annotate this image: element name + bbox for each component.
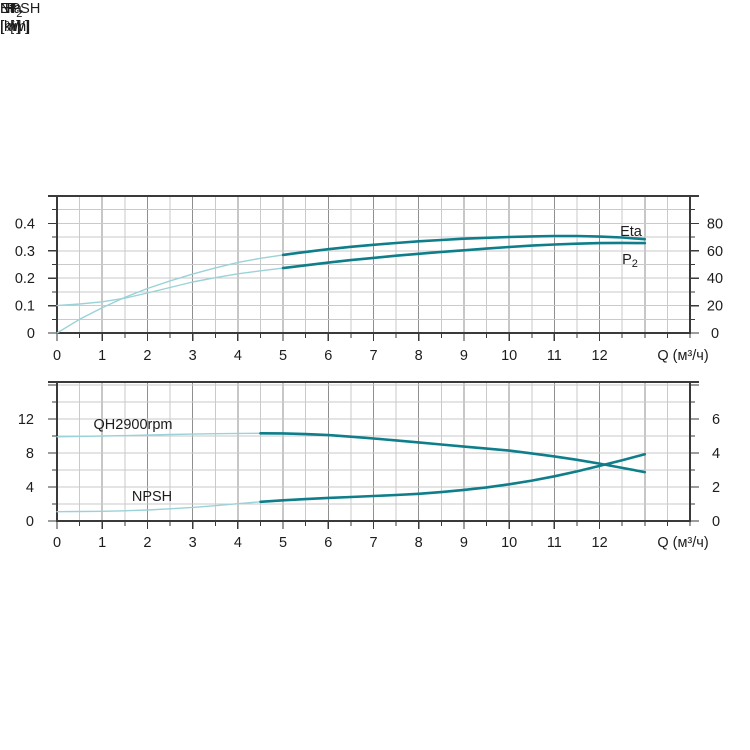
left-tick-label: 0.4 bbox=[15, 216, 35, 232]
power-axis-symbol: P2 bbox=[6, 1, 23, 20]
curve-label-p2-sub: 2 bbox=[632, 258, 638, 270]
curve-npsh-bold bbox=[259, 452, 647, 504]
x-tick-label: 12 bbox=[592, 535, 608, 551]
curves-power-efficiency bbox=[56, 234, 647, 334]
x-tick-label: 8 bbox=[415, 348, 423, 364]
efficiency-axis-title: Eta [%] bbox=[0, 0, 22, 36]
curve-eta-bold bbox=[281, 234, 647, 257]
x-tick-label: 2 bbox=[143, 348, 151, 364]
npsh-axis-symbol: NPSH bbox=[0, 1, 41, 17]
right-tick-label: 40 bbox=[707, 271, 723, 287]
x-tick-label: 8 bbox=[415, 535, 423, 551]
left-tick-label: 0 bbox=[27, 326, 35, 342]
plot-border-head-npsh bbox=[56, 381, 691, 522]
npsh-axis-unit: [m] bbox=[10, 19, 31, 35]
npsh-axis-title: NPSH [m] bbox=[0, 0, 40, 36]
left-tick-label: 8 bbox=[26, 446, 34, 462]
x-tick-label: 11 bbox=[547, 348, 562, 364]
right-tick-label: 6 bbox=[712, 412, 720, 428]
head-axis-symbol: H bbox=[4, 1, 16, 17]
x-tick-label: 11 bbox=[547, 535, 562, 551]
x-tick-label: 4 bbox=[234, 348, 242, 364]
x-tick-label: 7 bbox=[369, 535, 377, 551]
grid-power-efficiency bbox=[57, 196, 690, 333]
x-tick-label: 0 bbox=[53, 348, 61, 364]
x-tick-label: 0 bbox=[53, 535, 61, 551]
x-tick-label: 3 bbox=[189, 348, 197, 364]
x-axis-unit-label: Q (м³/ч) bbox=[657, 348, 708, 364]
left-tick-label: 0.1 bbox=[15, 299, 35, 315]
grid-head-npsh bbox=[57, 382, 690, 521]
right-tick-label: 80 bbox=[707, 216, 723, 232]
head-axis-unit: [m] bbox=[0, 19, 21, 35]
left-tick-label: 0.2 bbox=[15, 271, 35, 287]
left-tick-label: 0.3 bbox=[15, 244, 35, 260]
x-tick-label: 5 bbox=[279, 535, 287, 551]
curve-label-qh: QH2900rpm bbox=[94, 417, 173, 433]
right-tick-label: 2 bbox=[712, 480, 720, 496]
curves-head-npsh bbox=[56, 431, 647, 513]
right-tick-label: 0 bbox=[712, 514, 720, 530]
left-tick-label: 0 bbox=[26, 514, 34, 530]
x-tick-label: 6 bbox=[324, 348, 332, 364]
x-tick-label: 7 bbox=[369, 348, 377, 364]
right-tick-label: 20 bbox=[707, 299, 723, 315]
head-axis-title: H [m] bbox=[0, 0, 20, 36]
curve-p2-bold bbox=[281, 241, 647, 270]
right-tick-label: 0 bbox=[711, 326, 719, 342]
right-tick-label: 60 bbox=[707, 244, 723, 260]
power-axis-unit: [kW] bbox=[0, 19, 29, 35]
x-tick-label: 1 bbox=[98, 348, 106, 364]
x-tick-label: 9 bbox=[460, 348, 468, 364]
left-tick-label: 12 bbox=[18, 412, 34, 428]
x-tick-label: 3 bbox=[189, 535, 197, 551]
efficiency-axis-unit: [%] bbox=[0, 19, 22, 35]
curve-qh-bold bbox=[259, 431, 647, 474]
x-tick-label: 12 bbox=[592, 348, 608, 364]
x-tick-label: 5 bbox=[279, 348, 287, 364]
plot-border-power-efficiency bbox=[56, 195, 691, 334]
curve-label-npsh: NPSH bbox=[132, 489, 172, 505]
right-tick-label: 4 bbox=[712, 446, 720, 462]
x-tick-label: 9 bbox=[460, 535, 468, 551]
curve-label-p2: P2 bbox=[622, 252, 638, 270]
x-tick-label: 4 bbox=[234, 535, 242, 551]
x-tick-label: 10 bbox=[501, 535, 517, 551]
power-axis-title: P2 [kW] bbox=[0, 0, 29, 36]
left-tick-label: 4 bbox=[26, 480, 34, 496]
x-axis-unit-label: Q (м³/ч) bbox=[657, 535, 708, 551]
x-tick-label: 6 bbox=[324, 535, 332, 551]
x-tick-label: 1 bbox=[98, 535, 106, 551]
curve-label-eta: Eta bbox=[620, 224, 643, 240]
ticks-head-npsh bbox=[48, 381, 699, 529]
x-tick-label: 10 bbox=[501, 348, 517, 364]
x-tick-label: 2 bbox=[143, 535, 151, 551]
efficiency-axis-symbol: Eta bbox=[0, 1, 22, 17]
